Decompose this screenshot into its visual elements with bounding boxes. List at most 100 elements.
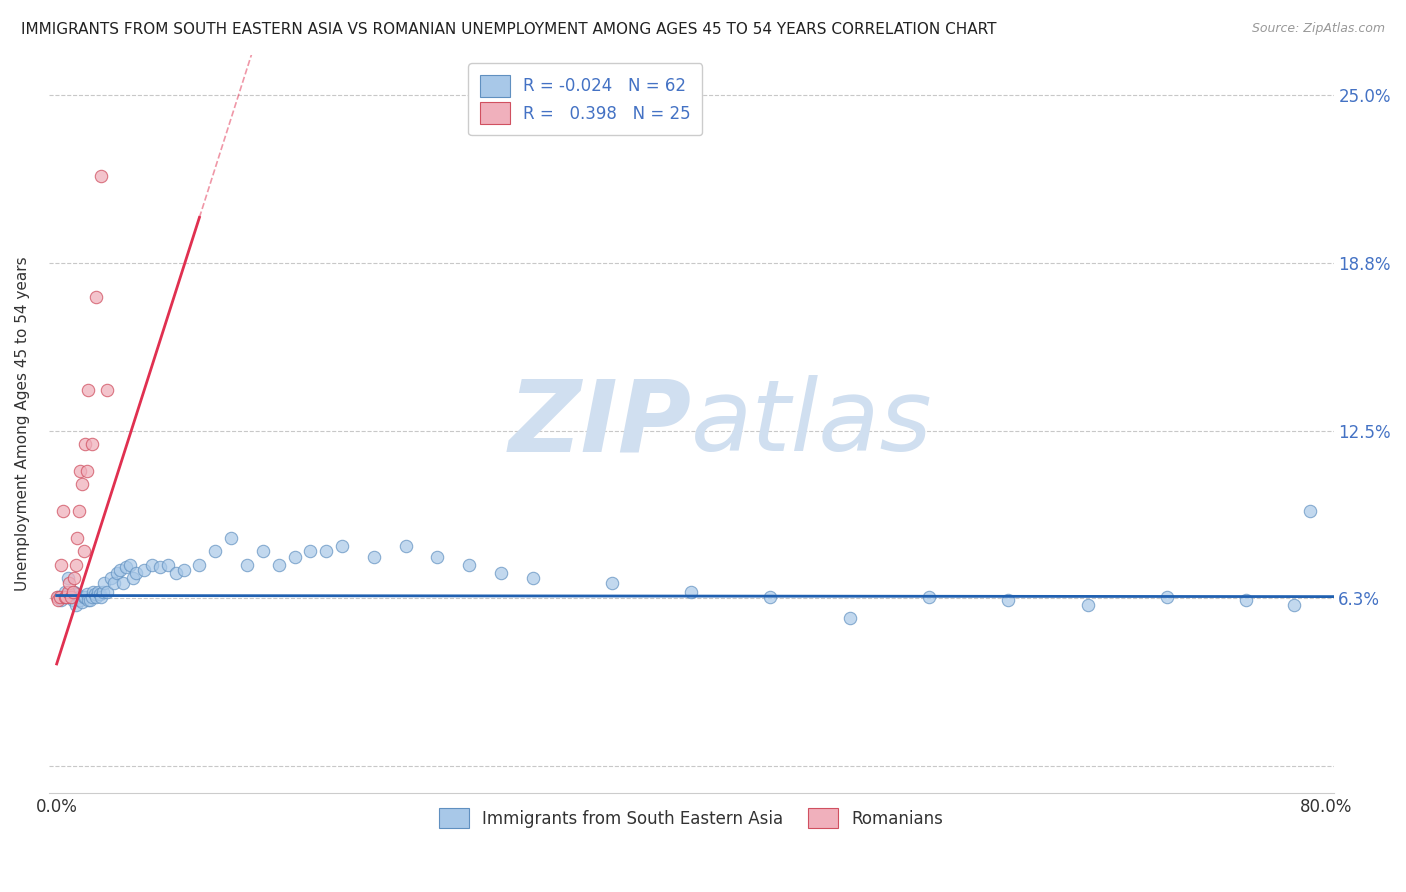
Point [91, 584, 114, 599]
Point [489, 566, 512, 580]
Point [141, 558, 163, 572]
Point [58, 584, 80, 599]
Point [51, 592, 73, 607]
Point [121, 571, 143, 585]
Point [918, 590, 941, 604]
Point [1077, 598, 1099, 612]
Point [105, 566, 128, 580]
Point [66, 531, 89, 545]
Point [165, 566, 187, 580]
Point [299, 544, 322, 558]
Text: IMMIGRANTS FROM SOUTH EASTERN ASIA VS ROMANIAN UNEMPLOYMENT AMONG AGES 45 TO 54 : IMMIGRANTS FROM SOUTH EASTERN ASIA VS RO… [21, 22, 997, 37]
Point [55, 590, 77, 604]
Point [59, 590, 82, 604]
Point [79, 592, 101, 607]
Point [46, 590, 69, 604]
Text: atlas: atlas [692, 376, 932, 473]
Point [53, 584, 76, 599]
Point [188, 558, 211, 572]
Point [1234, 592, 1257, 607]
Point [67, 590, 90, 604]
Point [82, 584, 104, 599]
Point [58, 576, 80, 591]
Point [204, 544, 226, 558]
Point [1282, 598, 1305, 612]
Point [125, 566, 148, 580]
Point [70, 477, 93, 491]
Point [149, 560, 172, 574]
Point [330, 539, 353, 553]
Point [759, 590, 782, 604]
Point [115, 560, 138, 574]
Point [65, 598, 87, 612]
Point [997, 592, 1019, 607]
Point [69, 464, 91, 478]
Point [522, 571, 544, 585]
Point [86, 590, 108, 604]
Point [75, 437, 97, 451]
Point [46, 592, 69, 607]
Point [132, 563, 155, 577]
Point [75, 590, 97, 604]
Point [219, 531, 242, 545]
Point [62, 592, 84, 607]
Point [90, 590, 112, 604]
Point [96, 384, 118, 398]
Point [86, 289, 108, 303]
Point [69, 592, 91, 607]
Point [53, 590, 76, 604]
Point [67, 504, 90, 518]
Point [838, 611, 860, 625]
Point [108, 563, 131, 577]
Point [315, 544, 337, 558]
Point [80, 437, 103, 451]
Point [66, 587, 89, 601]
Legend: Immigrants from South Eastern Asia, Romanians: Immigrants from South Eastern Asia, Roma… [430, 800, 952, 836]
Point [65, 558, 87, 572]
Point [173, 563, 195, 577]
Point [62, 584, 84, 599]
Point [394, 539, 416, 553]
Point [118, 558, 141, 572]
Point [72, 590, 94, 604]
Point [93, 576, 115, 591]
Point [103, 576, 125, 591]
Text: Source: ZipAtlas.com: Source: ZipAtlas.com [1251, 22, 1385, 36]
Point [1156, 590, 1178, 604]
Point [83, 587, 105, 601]
Point [59, 590, 82, 604]
Point [56, 571, 79, 585]
Point [363, 549, 385, 564]
Point [90, 169, 112, 183]
Point [55, 590, 77, 604]
Point [51, 558, 73, 572]
Point [77, 592, 100, 607]
Point [458, 558, 481, 572]
Point [56, 584, 79, 599]
Point [45, 590, 67, 604]
Point [80, 590, 103, 604]
Point [76, 587, 98, 601]
Point [63, 584, 86, 599]
Point [77, 384, 100, 398]
Point [72, 544, 94, 558]
Point [267, 558, 290, 572]
Point [52, 504, 75, 518]
Point [49, 590, 72, 604]
Point [89, 587, 111, 601]
Y-axis label: Unemployment Among Ages 45 to 54 years: Unemployment Among Ages 45 to 54 years [15, 257, 30, 591]
Point [600, 576, 623, 591]
Point [681, 584, 703, 599]
Point [426, 549, 449, 564]
Point [112, 576, 135, 591]
Point [236, 558, 259, 572]
Point [1299, 504, 1322, 518]
Point [252, 544, 274, 558]
Point [156, 558, 179, 572]
Text: ZIP: ZIP [508, 376, 692, 473]
Point [70, 595, 93, 609]
Point [63, 571, 86, 585]
Point [96, 584, 118, 599]
Point [284, 549, 307, 564]
Point [76, 464, 98, 478]
